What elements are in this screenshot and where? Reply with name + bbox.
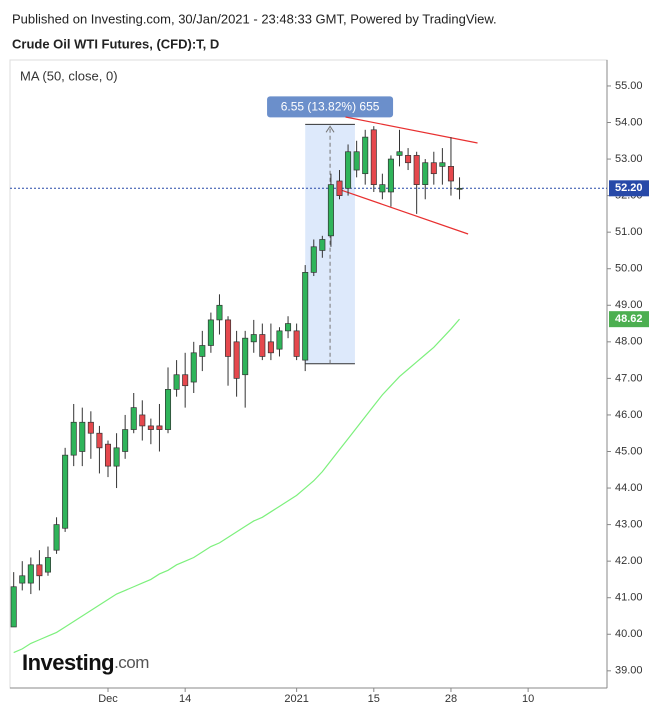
candle-body <box>87 421 94 434</box>
logo-suffix: .com <box>114 653 149 672</box>
candle-body <box>216 304 223 321</box>
candle-body <box>165 389 172 430</box>
candle-body <box>242 337 249 376</box>
candle-body <box>173 374 180 390</box>
candle-body <box>104 443 112 467</box>
x-tick-label: 28 <box>445 693 457 705</box>
logo-name: Investing <box>22 650 114 675</box>
candle-body <box>345 151 352 189</box>
candle-body <box>225 319 232 357</box>
candle-body <box>447 166 454 182</box>
candle-body <box>405 155 412 164</box>
y-tick-label: 53.00 <box>615 153 643 165</box>
y-tick-label: 49.00 <box>615 299 643 311</box>
measure-arrowhead <box>325 125 335 133</box>
candle-body <box>319 239 326 251</box>
candle-body <box>439 162 446 167</box>
ma-line <box>13 318 460 654</box>
candle-body <box>310 246 317 273</box>
y-tick-label: 51.00 <box>615 226 643 238</box>
candle-body <box>250 334 257 343</box>
candle-body <box>36 564 43 577</box>
candle-body <box>207 319 214 346</box>
candle-body <box>70 421 77 456</box>
candle-body <box>233 341 240 379</box>
y-tick-label: 48.00 <box>615 336 643 348</box>
header: Published on Investing.com, 30/Jan/2021 … <box>12 11 497 26</box>
candle-body <box>27 564 34 584</box>
y-tick-label: 50.00 <box>615 263 643 275</box>
y-tick-label: 46.00 <box>615 409 643 421</box>
candle-body <box>293 330 300 357</box>
y-tick-label: 44.00 <box>615 482 643 494</box>
candle-body <box>353 151 360 171</box>
candle-body <box>396 151 403 156</box>
candle-body <box>430 162 437 175</box>
candle-body <box>259 334 266 357</box>
y-tick-label: 54.00 <box>615 116 643 128</box>
x-tick-label: 10 <box>522 693 534 705</box>
chart-title: Crude Oil WTI Futures, (CFD):T, D <box>12 36 219 51</box>
candle-body <box>19 575 26 584</box>
x-tick-label: 15 <box>368 693 380 705</box>
candle-body <box>62 454 69 529</box>
y-tick-label: 40.00 <box>615 628 643 640</box>
candle-body <box>147 425 154 430</box>
y-tick-label: 47.00 <box>615 372 643 384</box>
candle-body <box>370 129 377 185</box>
y-tick-label: 41.00 <box>615 592 643 604</box>
candle-body <box>199 345 206 357</box>
measure-label-box <box>267 96 394 118</box>
ma-value-box <box>609 311 649 328</box>
y-tick-label: 55.00 <box>615 80 643 92</box>
candle-body <box>139 414 146 427</box>
candle-body <box>130 407 137 430</box>
candle-body <box>44 557 51 573</box>
candle-body <box>10 586 17 628</box>
candle-body <box>113 447 120 467</box>
ma-value-label: 48.62 <box>615 313 643 325</box>
last-price-label: 52.20 <box>615 182 643 194</box>
y-tick-label: 43.00 <box>615 519 643 531</box>
candle-body <box>276 330 283 350</box>
candle-body <box>79 421 86 452</box>
candle-body <box>53 524 60 551</box>
y-tick-label: 39.00 <box>615 665 643 677</box>
y-tick-label: 45.00 <box>615 445 643 457</box>
y-tick-label: 42.00 <box>615 555 643 567</box>
candle-body <box>336 180 343 196</box>
candle-body <box>379 184 386 193</box>
candle-body <box>122 429 129 452</box>
candle-body <box>327 184 334 237</box>
logo: Investing.com <box>22 650 149 675</box>
x-tick-label: Dec <box>98 693 118 705</box>
candle-body <box>422 162 429 185</box>
candle-body <box>413 155 420 185</box>
candle-body <box>190 352 197 383</box>
candle-body <box>182 374 189 387</box>
measure-label: 6.55 (13.82%) 655 <box>281 100 380 114</box>
candle-body <box>285 323 292 332</box>
trendline <box>340 189 469 235</box>
x-tick-label: 14 <box>179 693 191 705</box>
candle-body <box>302 272 309 361</box>
candle-body <box>96 432 103 449</box>
last-price-box <box>609 180 649 197</box>
candle-body <box>267 341 274 354</box>
trendline <box>345 116 478 144</box>
x-tick-label: 2021 <box>284 693 308 705</box>
candle-body <box>456 187 463 190</box>
candle-body <box>387 158 394 193</box>
candle-body <box>156 425 163 430</box>
legend-entry: MA (50, close, 0) <box>20 68 118 83</box>
candle-body <box>362 136 369 175</box>
